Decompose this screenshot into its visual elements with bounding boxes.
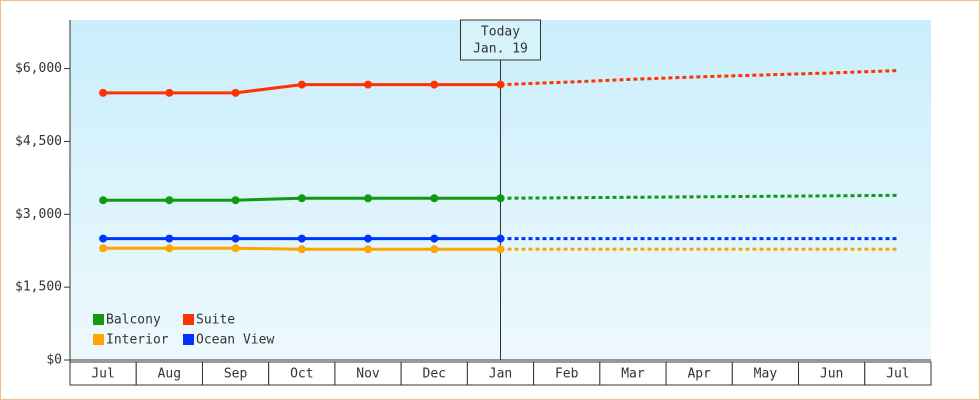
data-point [297,245,306,254]
x-tick-label: Feb [555,367,579,382]
data-point [496,234,505,243]
data-point [496,194,505,203]
series-line [500,69,898,87]
data-point [165,234,174,243]
data-point [165,196,174,205]
data-point [297,80,306,89]
x-tick-label: May [754,367,778,382]
legend-swatch [183,334,194,345]
data-point [165,244,174,253]
data-point [99,196,108,205]
x-tick-label: Nov [356,367,380,382]
x-tick-label: Oct [290,367,313,382]
data-point [99,234,108,243]
data-point [496,80,505,89]
data-point [430,80,439,89]
legend-swatch [183,314,194,325]
x-tick-label: Mar [621,367,645,382]
y-tick-label: $0 [46,353,62,368]
data-point [364,80,373,89]
data-point [99,88,108,97]
data-point [231,196,240,205]
x-tick-label: Jul [91,367,114,382]
data-point [165,88,174,97]
data-point [430,245,439,254]
x-category-cell [864,361,932,386]
today-label: Today [481,25,520,40]
data-point [99,244,108,253]
x-tick-label: Jan [489,367,512,382]
x-tick-label: Sep [224,367,248,382]
data-point [297,194,306,203]
data-point [231,234,240,243]
legend-label: Interior [106,333,169,348]
y-tick-label: $1,500 [15,280,62,295]
y-tick-label: $6,000 [15,61,62,76]
legend-label: Ocean View [196,333,274,348]
legend-label: Balcony [106,313,161,328]
data-point [231,244,240,253]
data-point [364,234,373,243]
today-date: Jan. 19 [473,42,528,57]
x-tick-label: Jul [886,367,909,382]
x-tick-label: Dec [423,367,446,382]
data-point [430,194,439,203]
y-tick-label: $3,000 [15,207,62,222]
x-tick-label: Aug [158,367,181,382]
data-point [364,194,373,203]
legend-swatch [93,314,104,325]
data-point [430,234,439,243]
today-box [460,19,541,61]
data-point [364,245,373,254]
data-point [496,245,505,254]
legend-swatch [93,334,104,345]
series-line [500,193,898,200]
x-tick-label: Jun [820,367,843,382]
data-point [231,88,240,97]
y-tick-label: $4,500 [15,134,62,149]
data-point [297,234,306,243]
legend-label: Suite [196,313,235,328]
x-tick-label: Apr [687,367,711,382]
